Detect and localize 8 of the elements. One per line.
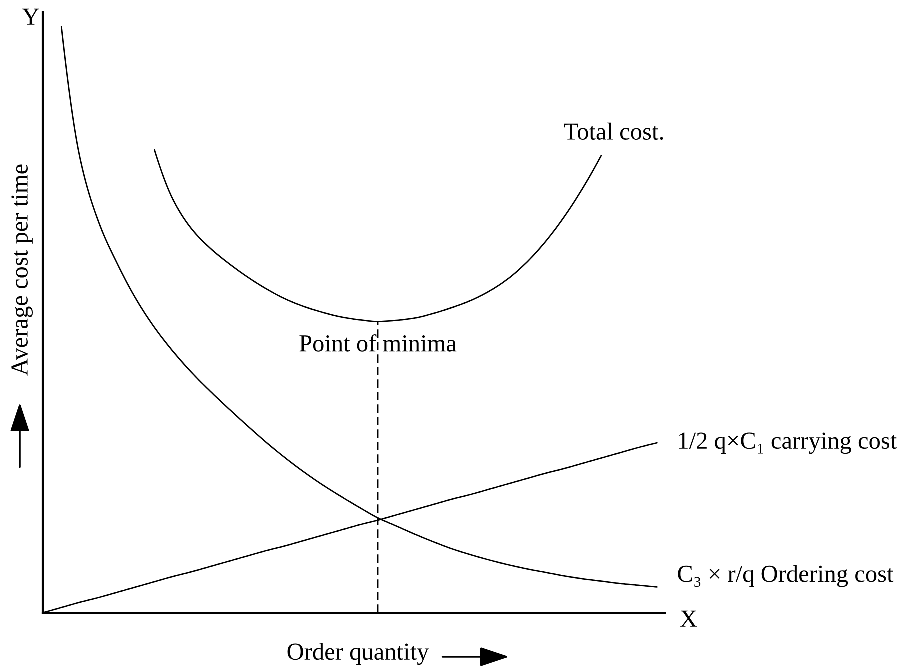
series-label: Total cost. [564, 122, 664, 140]
text: X [680, 610, 698, 627]
y-axis-title: Average cost per time [12, 164, 33, 376]
x-axis-title: Order quantity [288, 643, 430, 666]
series-label: 1/2 q×C₁ carrying cost [679, 432, 898, 454]
text: Y [22, 8, 40, 25]
annotation: Point of minima [300, 334, 457, 352]
series-label: C₃ × r/q Ordering cost [678, 565, 894, 588]
